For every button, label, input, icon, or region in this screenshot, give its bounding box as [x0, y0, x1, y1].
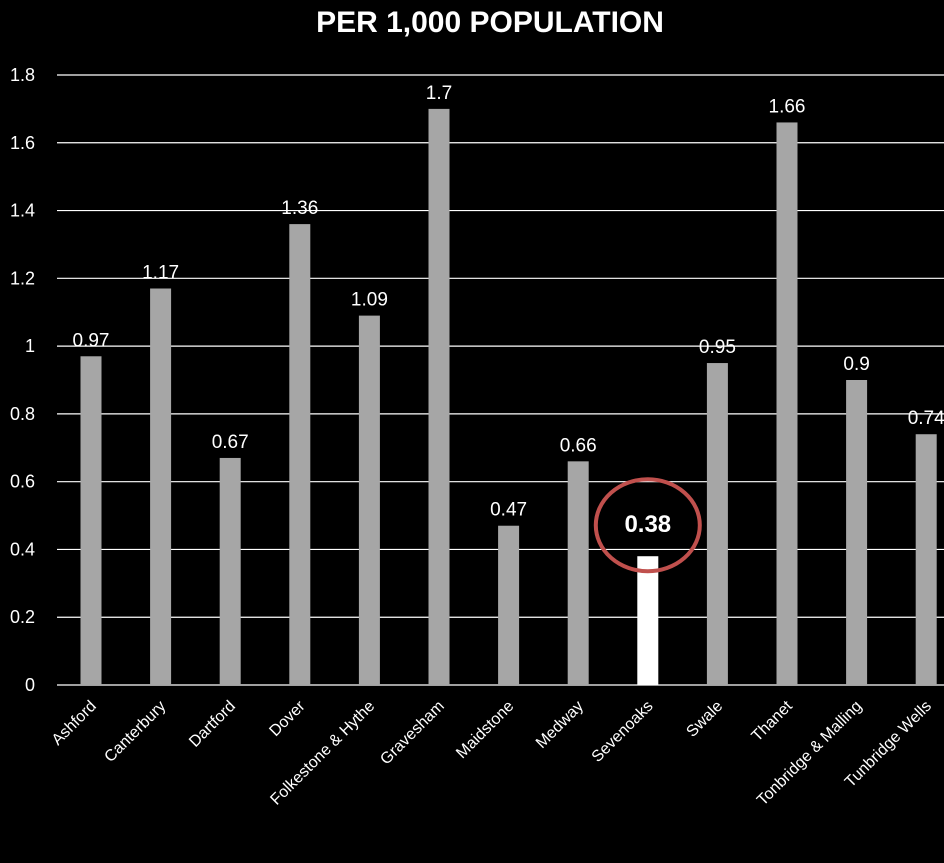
- y-tick-label: 1.8: [10, 65, 35, 85]
- y-tick-label: 0.2: [10, 607, 35, 627]
- x-tick-label: Sevenoaks: [589, 698, 657, 766]
- highlight-circle: [593, 477, 702, 574]
- y-tick-label: 1.6: [10, 133, 35, 153]
- bar: [150, 288, 172, 685]
- bar: [80, 356, 102, 685]
- data-label: 0.67: [212, 432, 249, 453]
- data-label: 0.38: [624, 511, 671, 538]
- bar: [428, 108, 450, 685]
- data-label: 1.7: [426, 83, 452, 104]
- chart-title: PER 1,000 POPULATION: [316, 6, 664, 39]
- y-tick-label: 1.2: [10, 268, 35, 288]
- data-label: 0.74: [908, 408, 944, 429]
- x-tick-label: Maidstone: [453, 698, 517, 762]
- bar: [219, 457, 241, 685]
- x-tick-label: Dartford: [186, 698, 239, 751]
- bar: [358, 315, 380, 685]
- y-tick-label: 1.4: [10, 201, 35, 221]
- bar: [289, 224, 311, 685]
- data-label: 1.36: [281, 198, 318, 219]
- x-tick-label: Dover: [266, 697, 309, 740]
- data-label: 0.47: [490, 500, 527, 521]
- bar: [498, 525, 520, 685]
- data-label: 0.66: [560, 435, 597, 456]
- bar: [567, 461, 589, 685]
- bar: [637, 556, 659, 685]
- x-tick-label: Gravesham: [377, 698, 448, 769]
- x-tick-label: Medway: [533, 698, 587, 752]
- bar: [706, 363, 728, 685]
- bar: [846, 380, 868, 685]
- x-tick-label: Ashford: [49, 698, 100, 749]
- bar: [915, 434, 937, 685]
- x-tick-label: Canterbury: [101, 698, 169, 766]
- data-label: 0.97: [73, 330, 110, 351]
- y-tick-label: 1: [25, 336, 35, 356]
- data-label: 1.09: [351, 290, 388, 311]
- y-tick-label: 0: [25, 675, 35, 695]
- bar: [776, 122, 798, 685]
- data-label: 0.95: [699, 337, 736, 358]
- y-tick-label: 0.6: [10, 472, 35, 492]
- data-label: 1.17: [142, 263, 179, 284]
- y-tick-label: 0.4: [10, 539, 35, 559]
- x-tick-label: Thanet: [749, 697, 797, 745]
- data-label: 0.9: [843, 354, 869, 375]
- y-tick-label: 0.8: [10, 404, 35, 424]
- data-label: 1.66: [769, 96, 806, 117]
- x-tick-label: Swale: [683, 698, 726, 741]
